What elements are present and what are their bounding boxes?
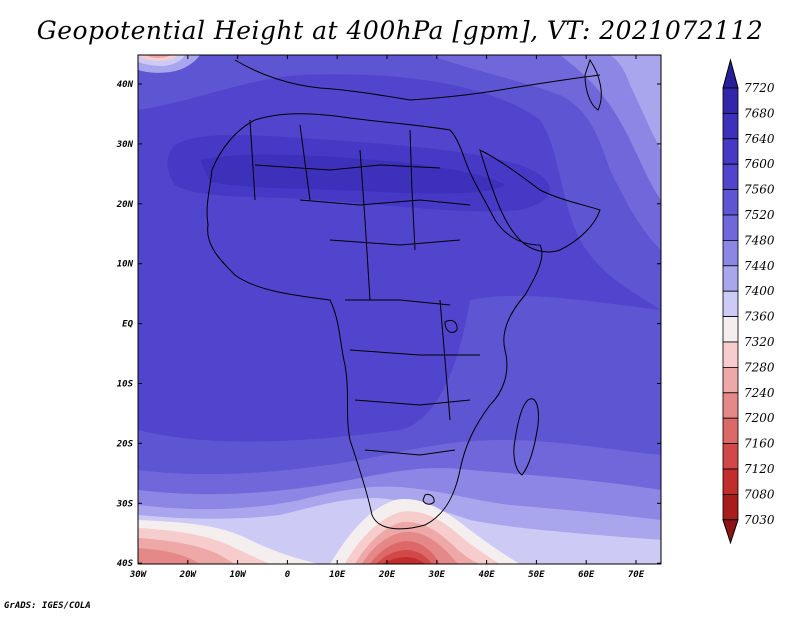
map-title: Geopotential Height at 400hPa [gpm], VT:… xyxy=(36,16,764,45)
colorbar-label: 7520 xyxy=(744,208,775,222)
colorbar-label: 7440 xyxy=(744,259,775,273)
colorbar-box xyxy=(722,366,739,394)
colorbar-label: 7680 xyxy=(744,106,775,120)
colorbar-box xyxy=(722,341,739,368)
lon-tick-label: 30W xyxy=(129,570,148,580)
colorbar-box xyxy=(722,443,739,470)
height-field xyxy=(138,55,661,564)
colorbar-top-arrow xyxy=(722,58,739,89)
europe-coast xyxy=(234,59,601,101)
colorbar-label: 7030 xyxy=(744,513,775,527)
colorbar-label: 7160 xyxy=(744,437,775,451)
border-8 xyxy=(409,129,416,251)
colorbar-label: 7560 xyxy=(744,183,775,197)
lon-tick-label: 40E xyxy=(478,570,495,580)
border-3 xyxy=(329,239,461,246)
colorbar-label: 7080 xyxy=(744,487,775,501)
border-1 xyxy=(254,164,441,171)
border-6 xyxy=(354,399,471,406)
lon-tick-label: 10W xyxy=(229,570,247,580)
lat-tick-label: 30N xyxy=(116,140,134,150)
colorbar-box xyxy=(722,138,739,165)
colorbar-box xyxy=(722,265,739,292)
coastlines xyxy=(206,58,602,530)
colorbar-box xyxy=(722,214,739,241)
colorbar-box xyxy=(722,316,739,343)
colorbar-box xyxy=(722,163,739,190)
colorbar-label: 7640 xyxy=(744,132,775,146)
lon-tick-label: 20W xyxy=(179,570,198,580)
colorbar-box xyxy=(722,417,739,445)
plot-frame xyxy=(137,54,662,565)
lat-tick-label: 20N xyxy=(116,200,134,210)
lat-tick-label: 40S xyxy=(117,559,134,569)
caspian-coast xyxy=(584,58,602,111)
lake-victoria xyxy=(444,319,458,333)
colorbar-box xyxy=(722,239,739,267)
longitude-axis: 30W 20W 10W 0 10E 20E 30E 40E 50E 60E 70E xyxy=(129,55,645,580)
colorbar: 7720 7680 7640 7600 7560 7520 7480 7440 7400 7360… xyxy=(722,58,775,545)
africa-coastline xyxy=(206,113,543,530)
lat-tick-label: 20S xyxy=(116,439,134,449)
colorbar-box xyxy=(722,113,739,140)
lon-tick-label: 70E xyxy=(628,570,645,580)
credit-text: GrADS: IGES/COLA xyxy=(4,601,91,611)
latitude-axis: 40N 30N 20N 10N EQ 10S 20S 30S 40S xyxy=(116,80,661,569)
colorbar-label: 7600 xyxy=(744,157,775,171)
lat-tick-label: 10S xyxy=(117,380,134,390)
colorbar-box xyxy=(722,290,739,318)
colorbar-bottom-arrow xyxy=(722,519,739,545)
colorbar-label: 7240 xyxy=(744,386,775,400)
colorbar-box xyxy=(722,392,739,419)
border-9 xyxy=(359,149,371,301)
lon-tick-label: 0 xyxy=(285,570,291,580)
colorbar-box xyxy=(722,468,739,495)
border-11 xyxy=(249,119,256,201)
lon-tick-label: 60E xyxy=(578,570,595,580)
border-5 xyxy=(349,349,480,356)
lon-tick-label: 30E xyxy=(428,570,446,580)
lon-tick-label: 20E xyxy=(378,570,396,580)
colorbar-label: 7200 xyxy=(744,411,775,425)
colorbar-box xyxy=(722,189,739,216)
border-2 xyxy=(299,199,471,206)
lat-tick-label: 10N xyxy=(117,260,134,270)
colorbar-label: 7480 xyxy=(744,233,775,247)
lon-tick-label: 10E xyxy=(329,570,346,580)
border-4 xyxy=(345,299,451,306)
lat-tick-label: 40N xyxy=(117,80,134,90)
colorbar-box xyxy=(722,87,739,114)
lon-tick-label: 50E xyxy=(528,570,545,580)
lesotho xyxy=(422,494,435,505)
colorbar-label: 7720 xyxy=(744,81,775,95)
arabia-coast xyxy=(479,149,601,253)
colorbar-label: 7320 xyxy=(744,335,775,349)
colorbar-label: 7280 xyxy=(744,360,775,374)
colorbar-label: 7400 xyxy=(744,284,775,298)
colorbar-label: 7120 xyxy=(744,462,775,476)
colorbar-box xyxy=(722,493,739,521)
border-10 xyxy=(439,299,451,421)
border-7 xyxy=(364,449,456,456)
lat-tick-label: EQ xyxy=(122,320,133,330)
madagascar-coast xyxy=(513,398,539,476)
border-12 xyxy=(299,124,311,201)
lat-tick-label: 30S xyxy=(116,499,134,509)
colorbar-label: 7360 xyxy=(744,310,775,324)
